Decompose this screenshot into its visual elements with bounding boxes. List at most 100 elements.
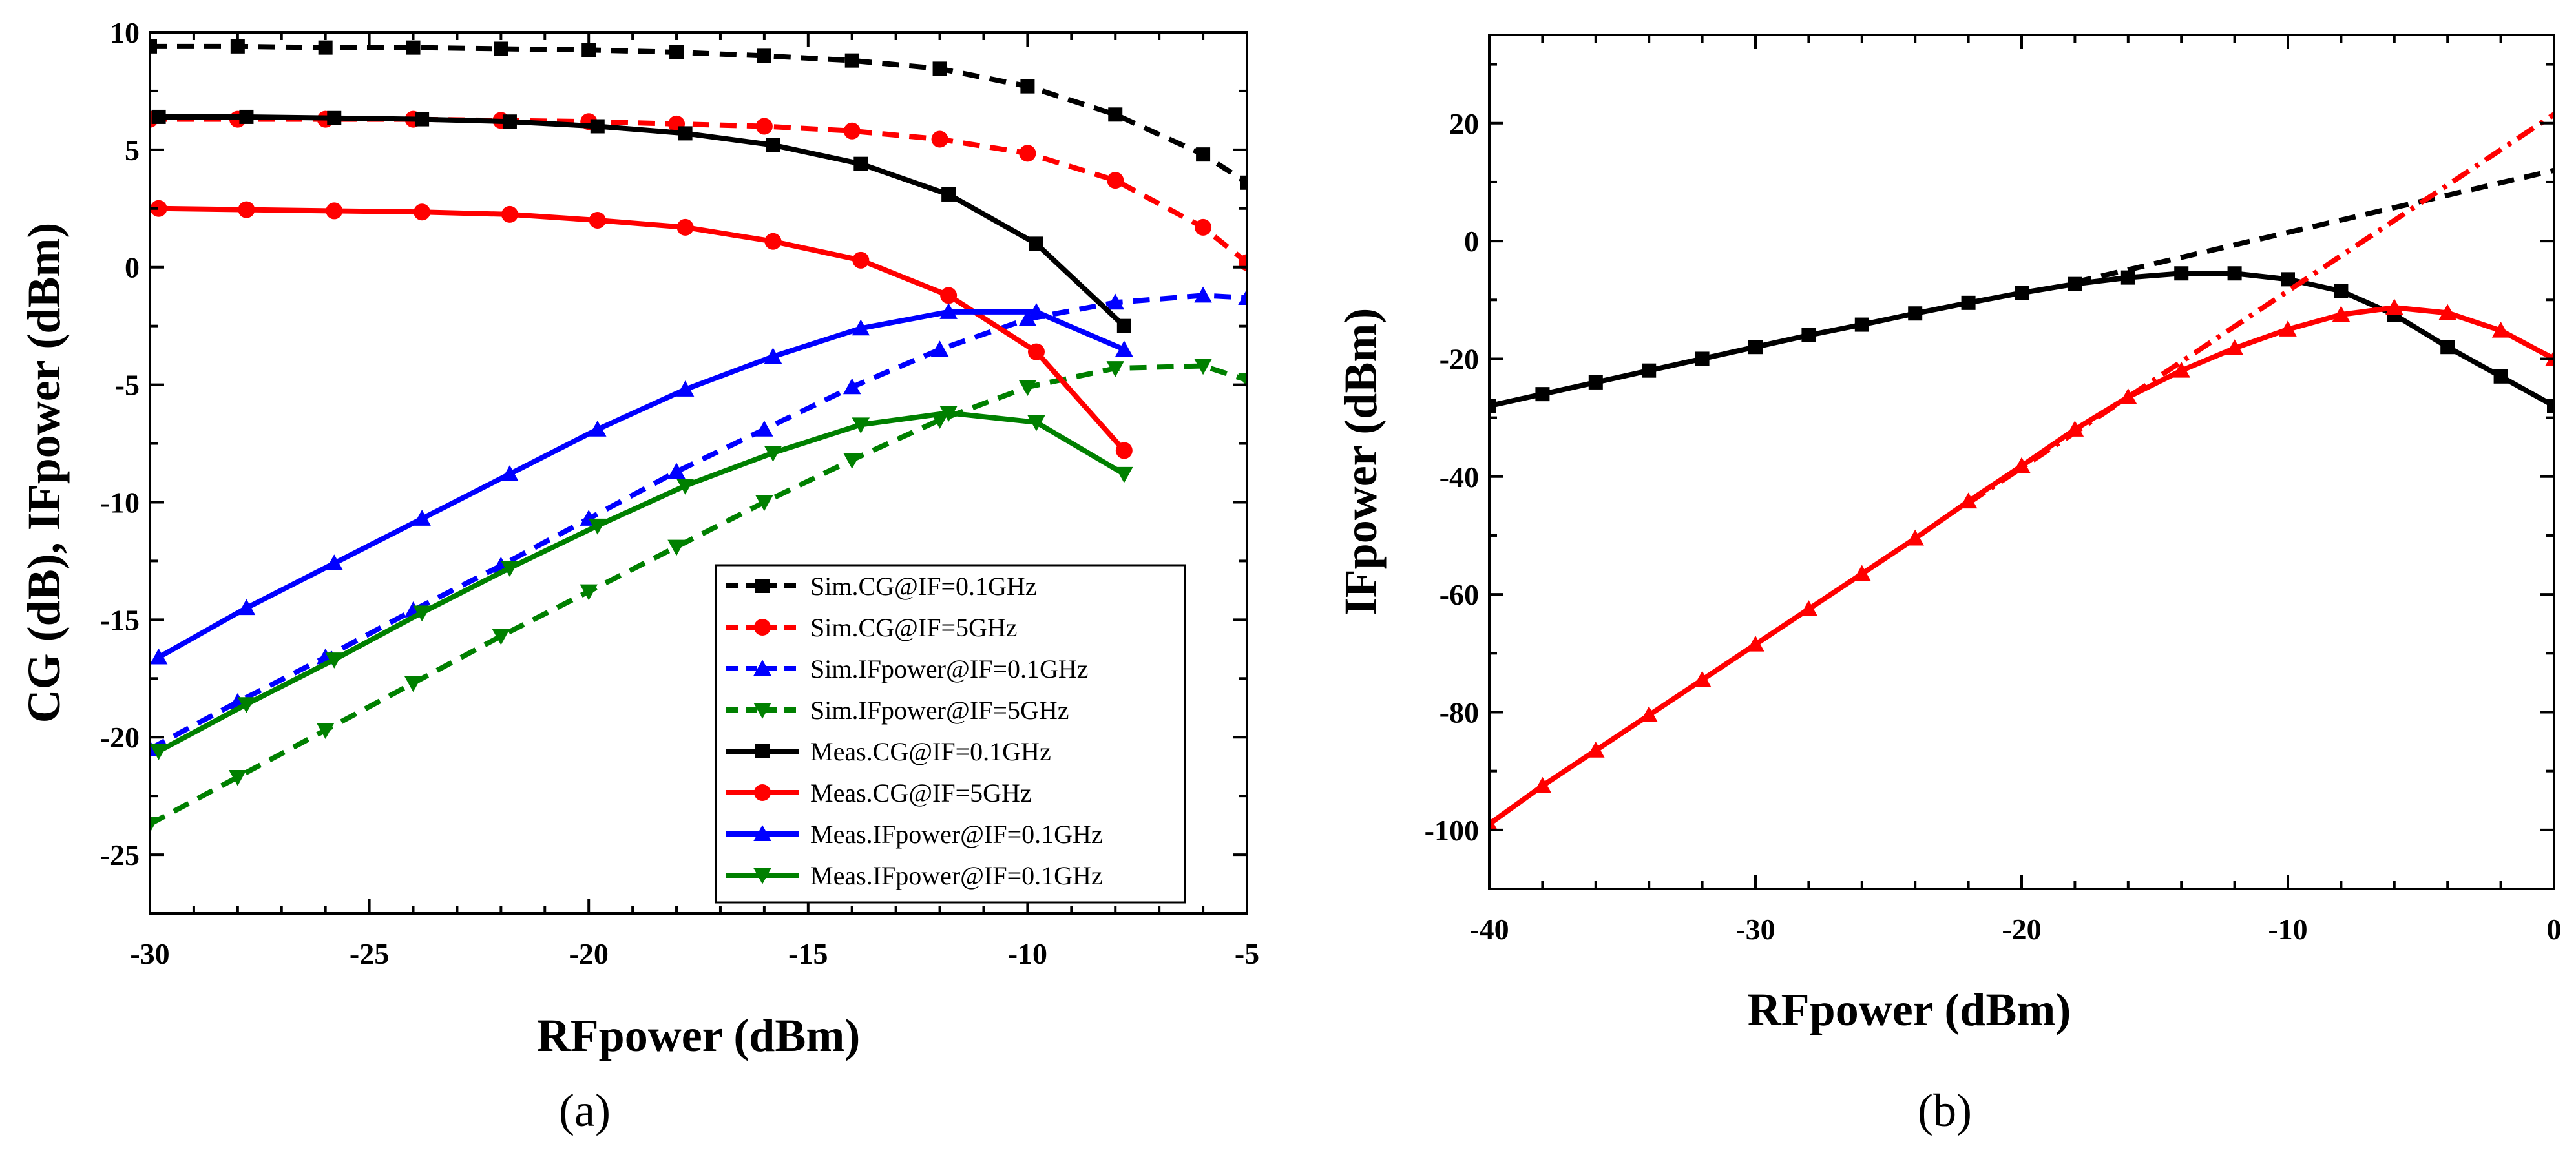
data-point [1961, 295, 1976, 310]
data-point [2172, 361, 2190, 378]
data-point [229, 770, 247, 786]
data-point [1853, 565, 1871, 581]
data-point [852, 417, 870, 434]
data-point [415, 112, 430, 127]
data-point [852, 251, 870, 269]
y-tick-label: -60 [1440, 578, 1479, 611]
data-point [2120, 270, 2135, 285]
data-point [239, 109, 254, 124]
legend-label: Sim.IFpower@IF=0.1GHz [810, 654, 1089, 683]
series-line [1489, 305, 2554, 826]
data-point [237, 599, 256, 616]
data-point [404, 676, 423, 692]
data-point [316, 723, 335, 740]
series-line [150, 116, 1247, 265]
data-point [1029, 236, 1043, 251]
legend-label: Meas.IFpower@IF=0.1GHz [810, 861, 1103, 890]
legend-label: Meas.CG@IF=5GHz [810, 778, 1032, 807]
x-tick-label: -25 [350, 937, 389, 970]
data-point [1116, 318, 1131, 333]
data-point [1746, 635, 1764, 652]
data-point [766, 138, 780, 152]
data-point [2440, 340, 2455, 355]
data-point [1695, 351, 1710, 366]
data-point [931, 130, 948, 148]
legend-label: Sim.CG@IF=0.1GHz [810, 572, 1037, 601]
data-point [325, 652, 344, 669]
data-point [755, 495, 773, 512]
data-point [413, 605, 431, 622]
legend-entry: Meas.CG@IF=0.1GHz [726, 737, 1051, 766]
data-point [1854, 317, 1869, 332]
data-point [1027, 303, 1045, 319]
y-tick-label: -20 [100, 721, 140, 754]
data-point [2119, 388, 2137, 404]
data-point [764, 348, 782, 364]
data-point [2281, 272, 2295, 287]
series-b-0 [1489, 266, 2554, 413]
legend-marker [755, 579, 770, 593]
x-tick-label: -20 [2002, 913, 2041, 946]
y-tick-label: 20 [1449, 107, 1479, 140]
data-point [667, 463, 686, 479]
data-point [589, 211, 606, 229]
plot-area-a: -30 -25 -20 -15 -10 -5 10 5 0 -5 -10 -15 -20 -25 [100, 16, 1259, 970]
data-point [327, 110, 342, 125]
x-tick-label: -15 [788, 937, 828, 970]
data-point [1489, 399, 1496, 413]
series-a-5 [150, 200, 1133, 459]
data-point [852, 319, 870, 336]
data-point [1196, 147, 1211, 162]
data-point [1801, 328, 1816, 342]
data-point [580, 584, 598, 601]
data-point [1027, 343, 1045, 360]
x-axis-title-b: RFpower (dBm) [1748, 984, 2071, 1035]
data-point [238, 201, 255, 218]
data-point [1018, 380, 1037, 396]
series-b-3 [1967, 112, 2554, 506]
y-axis-title-b: IFpower (dBm) [1335, 308, 1387, 616]
data-point [1018, 310, 1037, 326]
data-point [1908, 306, 1923, 321]
data-point [150, 648, 168, 665]
legend-entries-a: Sim.CG@IF=0.1GHz Sim.CG@IF=5GHz Sim.IFpowe… [726, 572, 1103, 890]
y-tick-label: -80 [1440, 696, 1479, 729]
data-point [501, 465, 519, 481]
data-point [1238, 289, 1247, 306]
x-tick-label: -10 [1008, 937, 1047, 970]
series-a-6 [150, 303, 1133, 665]
data-point [930, 340, 949, 357]
data-point [1587, 741, 1605, 758]
data-point [494, 41, 508, 56]
data-point [1748, 340, 1763, 355]
y-tick-label: -15 [100, 603, 140, 636]
data-point [764, 446, 782, 462]
data-point [1693, 671, 1712, 687]
data-point [150, 744, 168, 760]
data-point [1906, 529, 1924, 546]
legend-marker [754, 619, 771, 636]
y-tick-label: -25 [100, 838, 140, 871]
data-point [318, 40, 333, 55]
data-point [1115, 442, 1133, 459]
data-point [2013, 457, 2031, 473]
legend-marker [753, 660, 771, 676]
data-point [843, 378, 861, 395]
data-point [1106, 293, 1124, 310]
data-point [1194, 286, 1212, 303]
data-point [2279, 320, 2297, 337]
plot-frame-a [149, 31, 1248, 915]
legend-marker [753, 825, 771, 841]
data-point [1799, 600, 1818, 616]
data-point [589, 518, 607, 535]
y-tick-label: -100 [1425, 814, 1479, 847]
legend-entry: Meas.CG@IF=5GHz [726, 778, 1032, 807]
data-point [853, 156, 868, 171]
data-point [492, 629, 510, 645]
data-point [581, 43, 596, 57]
plot-frame-b [1488, 34, 2555, 890]
series-line [157, 410, 1126, 754]
series-line [150, 43, 1247, 185]
